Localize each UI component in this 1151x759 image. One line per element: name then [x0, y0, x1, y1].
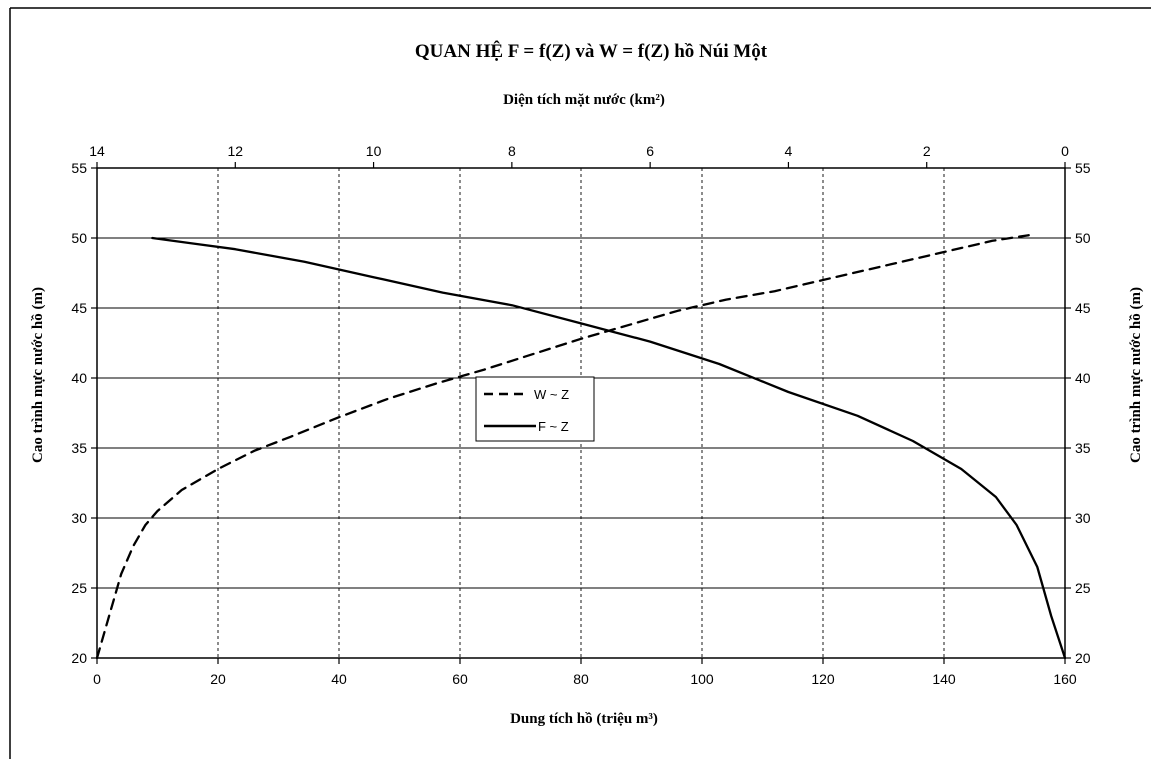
- legend-box: [475, 376, 595, 442]
- y-left-axis-label: Cao trình mực nước hồ (m): [30, 287, 46, 463]
- y-right-tick-label: 30: [1075, 510, 1091, 526]
- y-right-tick-label: 40: [1075, 370, 1091, 386]
- y-left-tick-label: 50: [71, 230, 87, 246]
- x-top-tick-label: 14: [89, 143, 105, 159]
- x-bottom-tick-label: 140: [932, 671, 956, 687]
- x-top-tick-label: 12: [227, 143, 243, 159]
- y-right-tick-label: 25: [1075, 580, 1091, 596]
- legend-label-f-z: F ~ Z: [538, 419, 569, 434]
- y-right-tick-label: 50: [1075, 230, 1091, 246]
- x-bottom-tick-label: 120: [811, 671, 835, 687]
- y-right-tick-label: 55: [1075, 160, 1091, 176]
- x-top-axis-label: Diện tích mặt nước (km²): [503, 92, 665, 108]
- x-top-tick-label: 6: [646, 143, 654, 159]
- x-top-tick-label: 0: [1061, 143, 1069, 159]
- y-left-tick-label: 30: [71, 510, 87, 526]
- x-bottom-tick-label: 40: [331, 671, 347, 687]
- x-bottom-tick-label: 160: [1053, 671, 1077, 687]
- chart-title: QUAN HỆ F = f(Z) và W = f(Z) hồ Núi Một: [415, 40, 768, 62]
- y-left-tick-label: 45: [71, 300, 87, 316]
- y-right-tick-label: 35: [1075, 440, 1091, 456]
- legend: W ~ Z F ~ Z: [475, 376, 595, 442]
- x-top-tick-label: 4: [785, 143, 793, 159]
- series-line-w-z: [95, 234, 1030, 660]
- y-left-tick-label: 55: [71, 160, 87, 176]
- y-left-tick-label: 40: [71, 370, 87, 386]
- legend-label-w-z: W ~ Z: [534, 387, 569, 402]
- x-top-tick-label: 10: [366, 143, 382, 159]
- x-bottom-tick-label: 80: [573, 671, 589, 687]
- series-layer: [95, 234, 1067, 660]
- y-right-tick-label: 20: [1075, 650, 1091, 666]
- x-bottom-tick-label: 20: [210, 671, 226, 687]
- y-left-tick-label: 20: [71, 650, 87, 666]
- y-right-axis-label: Cao trình mực nước hồ (m): [1128, 287, 1144, 463]
- y-left-tick-label: 35: [71, 440, 87, 456]
- x-bottom-tick-label: 60: [452, 671, 468, 687]
- y-left-tick-label: 25: [71, 580, 87, 596]
- series-line-f-z: [151, 236, 1067, 660]
- plot-area-border: [96, 167, 1066, 659]
- y-right-tick-label: 45: [1075, 300, 1091, 316]
- x-bottom-tick-label: 100: [690, 671, 714, 687]
- x-bottom-tick-label: 0: [93, 671, 101, 687]
- x-top-tick-label: 2: [923, 143, 931, 159]
- x-bottom-axis-label: Dung tích hồ (triệu m³): [510, 711, 658, 727]
- x-top-tick-label: 8: [508, 143, 516, 159]
